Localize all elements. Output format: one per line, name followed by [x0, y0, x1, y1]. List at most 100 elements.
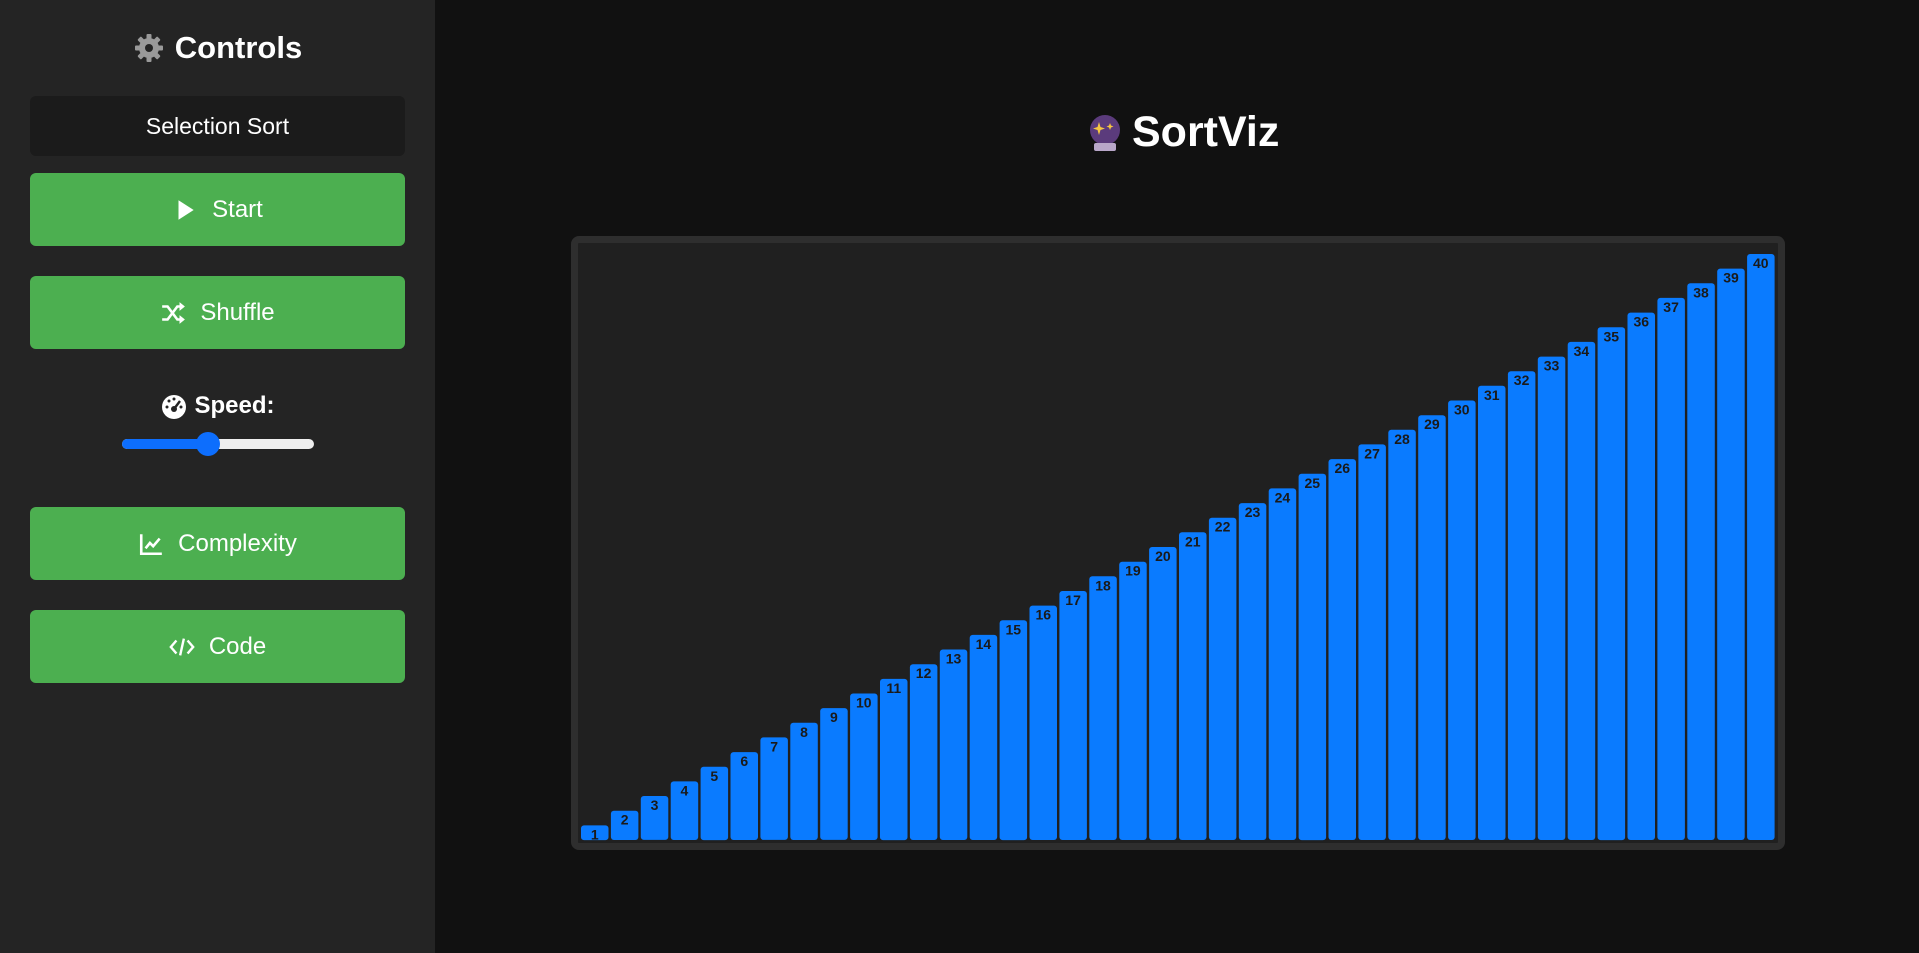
bar-37: [1657, 297, 1685, 840]
bar-label-37: 37: [1663, 299, 1679, 315]
algorithm-select[interactable]: Selection Sort: [30, 96, 405, 156]
bar-16: [1029, 605, 1057, 840]
speed-slider-thumb[interactable]: [196, 432, 221, 456]
bar-label-19: 19: [1125, 563, 1141, 579]
bar-chart: 1 2 3 4 5 6 7 8 9 10 11 12 13 14 15 16 17 18 19 20 21 22 23 24 2…: [571, 236, 1785, 850]
sidebar: Controls Selection Sort Start Shuffle Sp…: [0, 0, 435, 953]
bar-label-32: 32: [1514, 372, 1530, 388]
bar-label-39: 39: [1723, 270, 1739, 286]
bar-label-36: 36: [1634, 314, 1650, 330]
complexity-button[interactable]: Complexity: [30, 507, 405, 580]
page-title: SortViz: [1084, 108, 1279, 157]
bar-29: [1418, 415, 1446, 840]
bar-21: [1179, 532, 1207, 840]
crystal-ball-icon: [1090, 114, 1120, 151]
speed-slider-fill: [122, 439, 209, 449]
bar-label-25: 25: [1305, 475, 1321, 491]
bar-33: [1537, 356, 1566, 840]
bar-18: [1089, 576, 1117, 840]
bar-22: [1208, 517, 1237, 840]
code-icon: [169, 637, 195, 656]
start-button-label: Start: [212, 195, 263, 223]
bar-4: [670, 781, 699, 840]
bar-label-17: 17: [1065, 592, 1081, 608]
bar-15: [999, 620, 1028, 841]
bar-2: [610, 810, 639, 840]
bar-19: [1119, 561, 1147, 840]
bar-31: [1478, 385, 1506, 840]
bar-label-9: 9: [830, 709, 838, 725]
start-button[interactable]: Start: [30, 173, 405, 246]
bar-35: [1597, 327, 1626, 841]
bar-32: [1507, 371, 1536, 840]
bar-label-15: 15: [1006, 621, 1022, 637]
bar-label-12: 12: [916, 665, 932, 681]
bar-label-28: 28: [1394, 431, 1410, 447]
bar-3: [640, 796, 669, 840]
bar-label-4: 4: [681, 782, 689, 798]
code-button[interactable]: Code: [30, 610, 405, 683]
bar-26: [1328, 459, 1356, 840]
bar-label-30: 30: [1454, 402, 1470, 418]
bar-28: [1388, 429, 1416, 840]
gauge-icon: [162, 395, 187, 419]
bar-label-20: 20: [1155, 548, 1171, 564]
bar-17: [1059, 591, 1087, 840]
bar-label-33: 33: [1544, 358, 1560, 374]
controls-title-text: Controls: [174, 30, 303, 65]
speed-slider[interactable]: [122, 432, 314, 456]
bar-label-34: 34: [1574, 343, 1590, 359]
gear-icon: [134, 34, 163, 62]
bar-38: [1687, 283, 1715, 840]
bar-5: [700, 766, 729, 841]
bar-1: [581, 825, 609, 841]
bar-label-27: 27: [1364, 445, 1380, 461]
bar-label-5: 5: [710, 768, 718, 784]
bar-12: [909, 664, 938, 840]
bar-label-11: 11: [886, 680, 901, 696]
shuffle-button-label: Shuffle: [200, 298, 275, 326]
bar-label-6: 6: [740, 753, 748, 769]
bar-label-14: 14: [976, 636, 992, 652]
bar-label-21: 21: [1185, 533, 1201, 549]
bar-label-10: 10: [856, 695, 872, 711]
bar-14: [969, 634, 998, 840]
controls-title: Controls: [0, 30, 435, 66]
bar-label-2: 2: [621, 812, 629, 828]
bar-label-13: 13: [946, 651, 962, 667]
bar-6: [730, 752, 758, 840]
bar-label-8: 8: [800, 724, 808, 740]
bar-40: [1747, 254, 1775, 840]
bar-23: [1238, 503, 1267, 840]
bar-label-29: 29: [1424, 416, 1440, 432]
play-icon: [178, 199, 194, 220]
speed-label-text: Speed:: [194, 392, 275, 419]
bar-25: [1298, 473, 1327, 841]
bar-36: [1627, 312, 1655, 841]
bar-label-22: 22: [1215, 519, 1231, 535]
bar-label-31: 31: [1484, 387, 1500, 403]
bar-27: [1358, 444, 1386, 840]
bar-label-24: 24: [1275, 489, 1291, 505]
bar-label-1: 1: [591, 826, 599, 842]
bar-label-38: 38: [1693, 284, 1709, 300]
complexity-button-label: Complexity: [178, 529, 297, 557]
bar-label-18: 18: [1095, 577, 1111, 593]
bar-8: [790, 722, 818, 840]
bar-chart-svg: 1234567891011121314151617181920212223242…: [581, 254, 1775, 842]
bar-39: [1717, 268, 1745, 841]
shuffle-button[interactable]: Shuffle: [30, 276, 405, 349]
bar-24: [1268, 488, 1297, 840]
algorithm-select-value: Selection Sort: [145, 112, 290, 139]
bar-13: [939, 649, 968, 840]
bar-11: [880, 678, 908, 841]
bar-9: [820, 708, 848, 840]
bar-10: [850, 693, 878, 840]
bar-7: [760, 737, 788, 840]
code-button-label: Code: [208, 632, 267, 660]
bar-label-16: 16: [1036, 607, 1052, 623]
bar-label-26: 26: [1335, 460, 1351, 476]
chart-line-icon: [140, 533, 162, 555]
speed-label: Speed:: [0, 392, 435, 420]
bar-20: [1149, 547, 1177, 840]
